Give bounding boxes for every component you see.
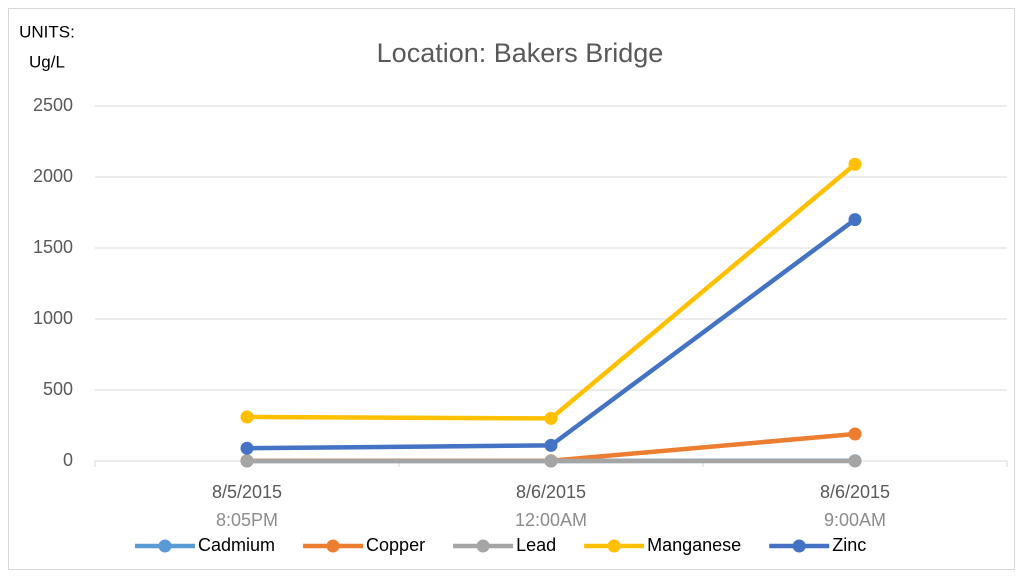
data-point	[544, 411, 558, 425]
y-tick-label: 2500	[33, 95, 73, 115]
legend-label: Cadmium	[198, 535, 275, 555]
data-point	[848, 454, 862, 468]
data-point	[240, 441, 254, 455]
y-tick-label: 500	[43, 379, 73, 399]
legend-label: Zinc	[832, 535, 866, 555]
x-tick-time: 8:05PM	[216, 510, 278, 530]
legend-label: Lead	[516, 535, 556, 555]
x-tick-time: 9:00AM	[824, 510, 886, 530]
x-tick-label: 8/6/2015	[516, 482, 586, 502]
chart-title: Location: Bakers Bridge	[377, 38, 664, 68]
data-point	[848, 427, 862, 441]
legend-marker	[158, 539, 172, 553]
x-tick-label: 8/6/2015	[820, 482, 890, 502]
y-axis-label: UNITS:	[19, 22, 75, 41]
legend-marker	[607, 539, 621, 553]
y-tick-label: 2000	[33, 166, 73, 186]
y-tick-label: 1500	[33, 237, 73, 257]
legend-marker	[792, 539, 806, 553]
legend-marker	[476, 539, 490, 553]
data-point	[240, 454, 254, 468]
y-tick-label: 1000	[33, 308, 73, 328]
data-point	[544, 438, 558, 452]
data-point	[848, 157, 862, 171]
y-axis-label: Ug/L	[29, 52, 65, 71]
x-tick-time: 12:00AM	[515, 510, 587, 530]
x-tick-label: 8/5/2015	[212, 482, 282, 502]
data-point	[240, 410, 254, 424]
data-point	[848, 213, 862, 227]
legend-label: Manganese	[647, 535, 741, 555]
chart-border	[8, 8, 1015, 570]
data-point	[544, 454, 558, 468]
legend-marker	[326, 539, 340, 553]
legend-label: Copper	[366, 535, 425, 555]
y-tick-label: 0	[63, 450, 73, 470]
